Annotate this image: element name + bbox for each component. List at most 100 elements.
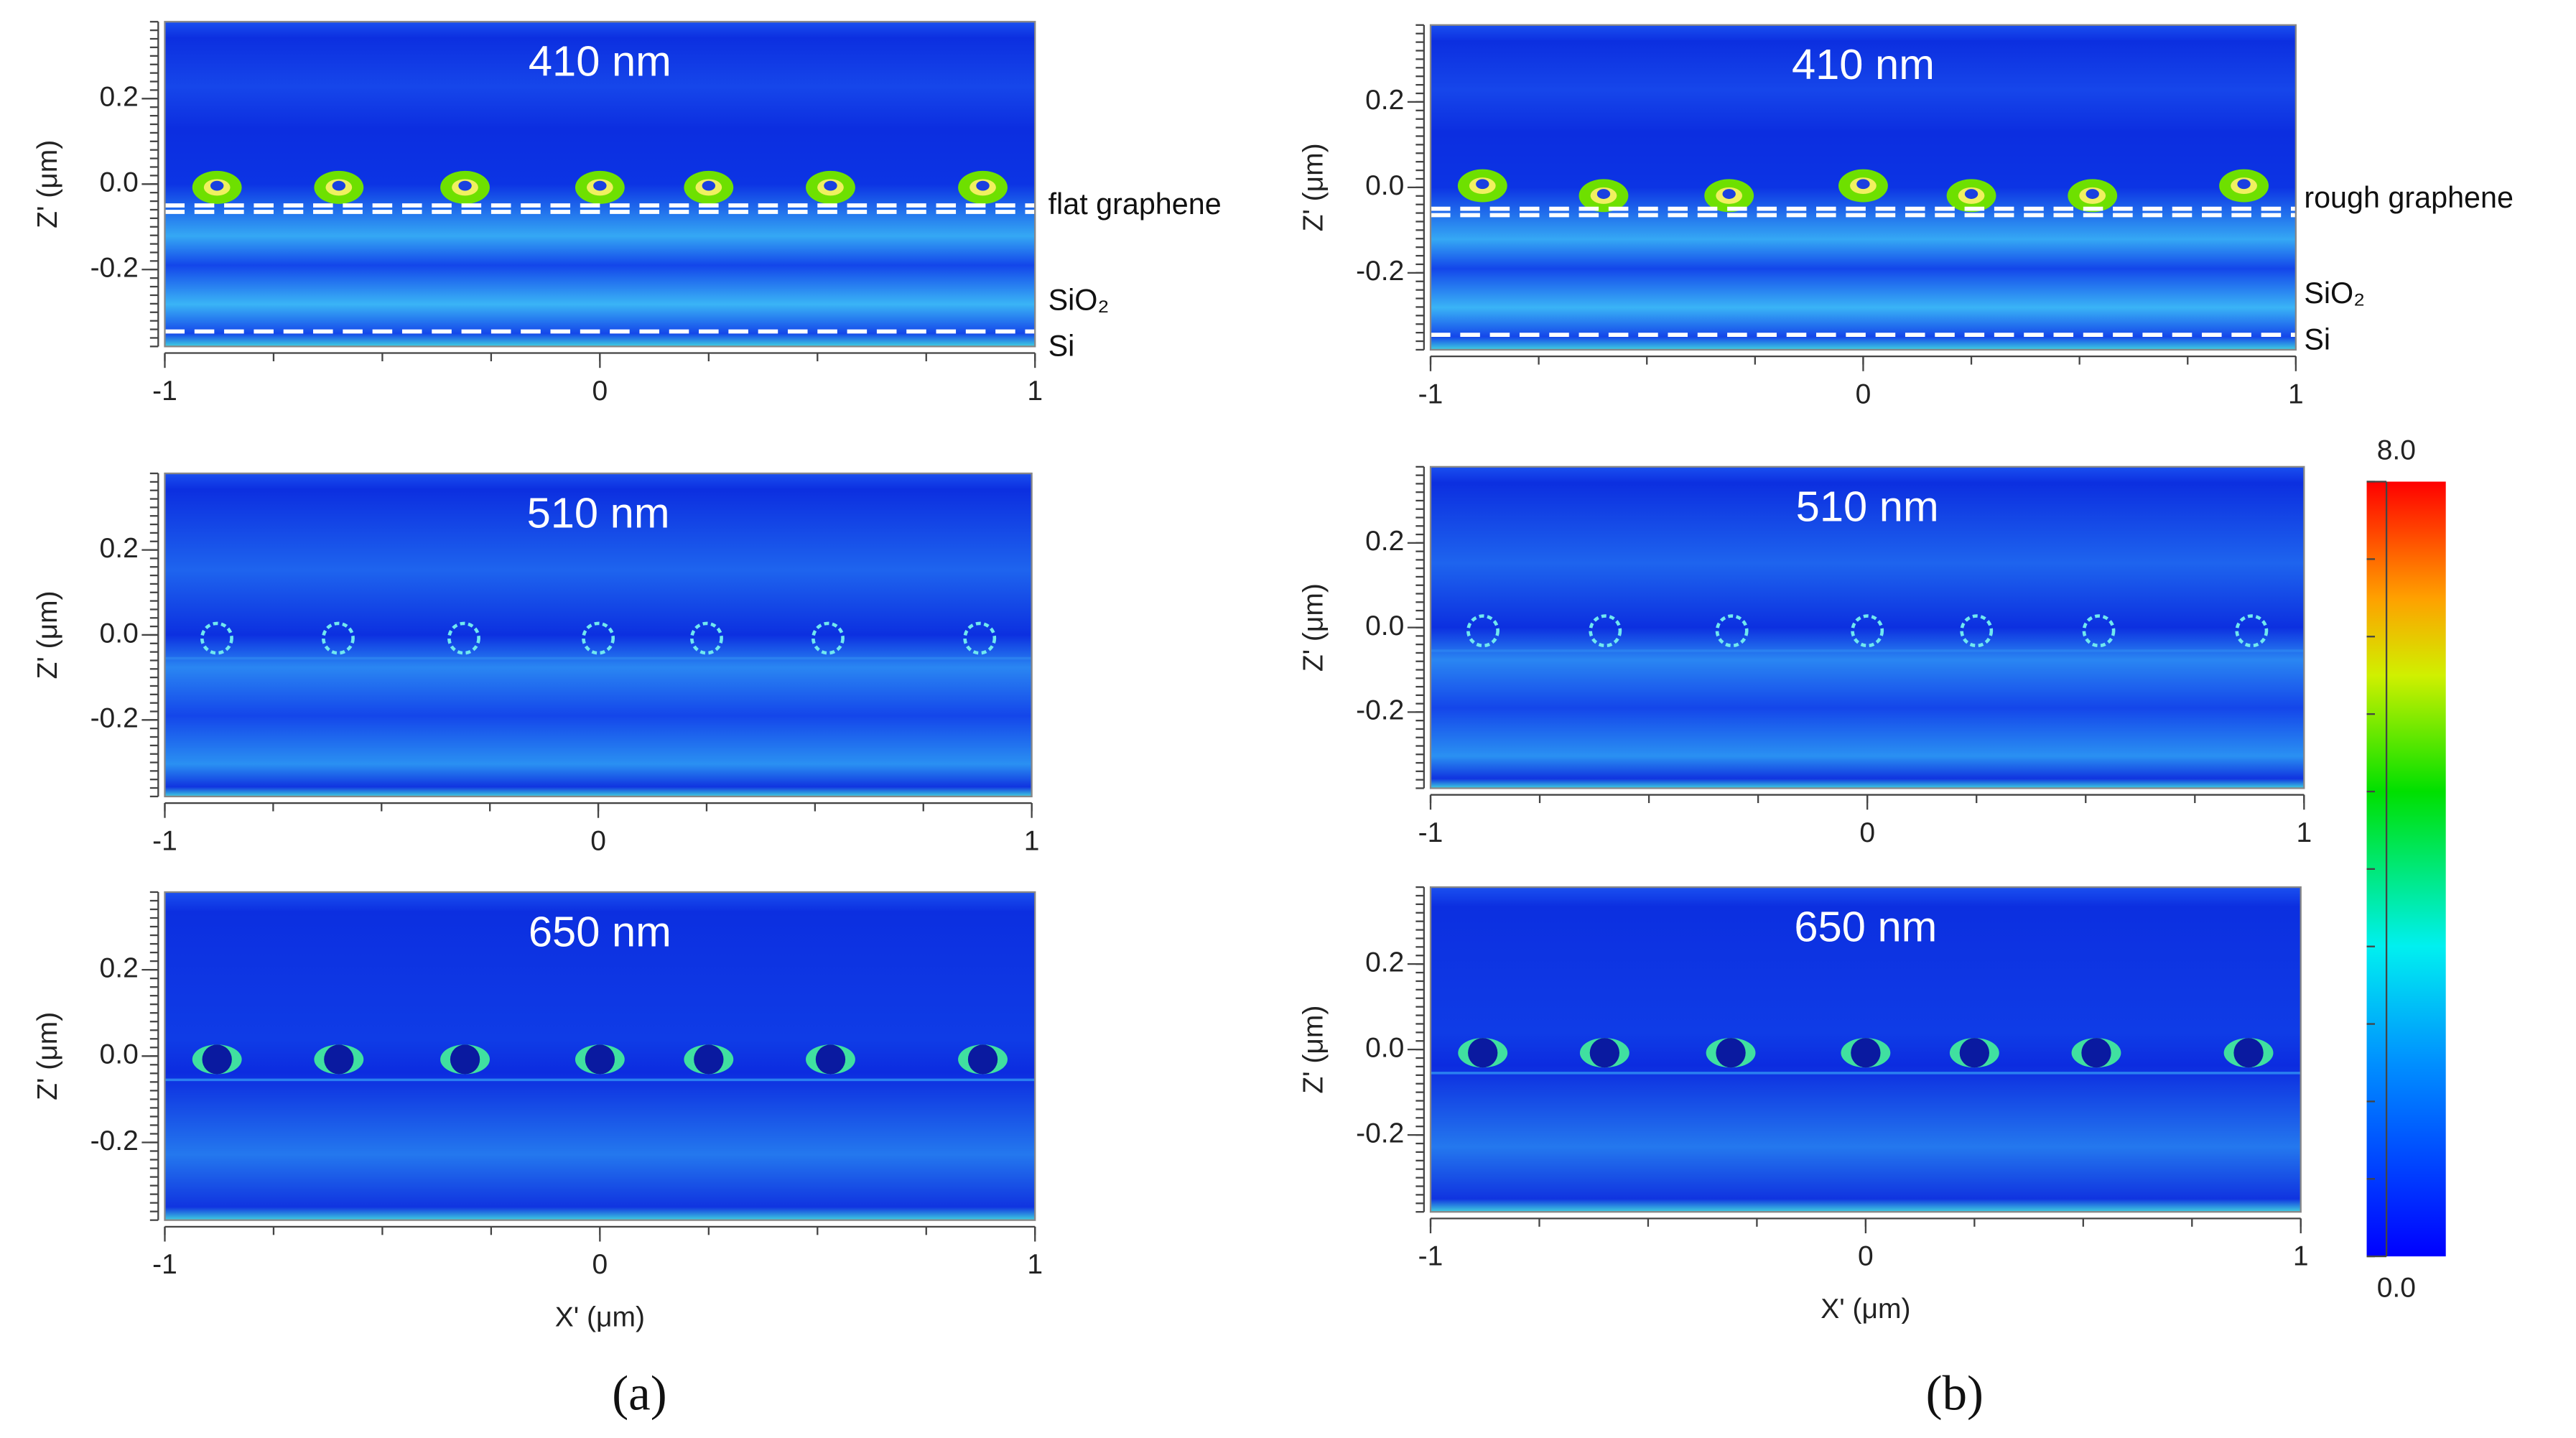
annotation: flat graphene [1048,187,1222,221]
field-map [1431,466,2305,789]
x-tick-label: 0 [592,1249,608,1280]
annotation: rough graphene [2304,181,2514,214]
x-tick-label: 0 [592,376,608,407]
y-tick-label: 0.2 [100,533,139,564]
annotation: Si [1048,330,1075,363]
particle [332,180,346,191]
particle [1716,1038,1746,1068]
particle [1959,1038,1989,1068]
particle [1589,614,1622,648]
panel-title: 410 nm [1792,40,1935,88]
plot-frame [164,21,1036,348]
panel-title: 510 nm [527,488,670,537]
x-tick-label: 0 [1856,379,1871,410]
plot-frame [1429,886,2302,1213]
particle [967,1044,998,1075]
particle [824,180,837,191]
particle [1851,614,1884,648]
colorbar-tick-label: 0.0 [2377,1272,2416,1303]
particle [812,621,845,655]
x-tick-label: 1 [1027,376,1043,407]
x-tick-label: 1 [2288,379,2304,410]
particle [582,621,615,655]
particle [202,1044,232,1075]
x-tick-label: -1 [1418,379,1443,410]
y-tick-label: 0.0 [100,618,139,649]
y-tick-label: 0.2 [1365,947,1404,978]
x-tick-label: 1 [1024,825,1040,856]
y-tick-label: 0.2 [100,952,139,983]
x-tick-label: -1 [1418,1241,1443,1272]
y-tick-label: -0.2 [1356,256,1404,287]
particle [2233,1038,2264,1068]
x-tick-label: 0 [590,825,606,856]
particle [200,621,233,655]
panel-label: (b) [1926,1365,1984,1420]
y-tick-label: -0.2 [1356,1118,1404,1149]
particle [976,180,990,191]
particle [2082,614,2116,648]
y-tick-label: 0.2 [100,82,139,113]
y-axis-label: Z' (μm) [32,590,63,679]
particle [2235,614,2269,648]
annotation: Si [2304,323,2330,356]
colorbar-tick-label: 8.0 [2377,435,2416,466]
y-tick-label: 0.0 [100,167,139,198]
particle [1715,614,1749,648]
y-tick-label: 0.2 [1365,85,1404,116]
plot-frame [1429,24,2297,351]
panel-label: (a) [612,1365,666,1420]
y-tick-label: 0.0 [1365,1032,1404,1063]
y-tick-label: 0.0 [1365,611,1404,641]
particle [2086,189,2099,199]
x-tick-label: -1 [152,1249,177,1280]
y-tick-label: -0.2 [90,1126,139,1156]
particle [1476,179,1489,190]
plot-frame [164,891,1036,1221]
x-tick-label: -1 [152,825,177,856]
particle [2081,1038,2111,1068]
particle [585,1044,615,1075]
panel-title: 410 nm [529,37,671,85]
particle [690,621,723,655]
y-tick-label: 0.0 [1365,170,1404,201]
y-tick-label: -0.2 [1356,695,1404,726]
x-tick-label: 1 [2296,817,2312,848]
particle [702,180,716,191]
x-tick-label: 0 [1858,1241,1874,1272]
y-axis-label: Z' (μm) [1298,143,1329,231]
particle [2237,179,2251,190]
plot-frame [1429,465,2305,789]
panel-title: 510 nm [1796,482,1939,530]
particle [321,621,355,655]
annotation: SiO₂ [1048,283,1110,316]
particle [1722,189,1736,199]
x-tick-label: 1 [1027,1249,1043,1280]
panel-title: 650 nm [529,907,671,955]
y-tick-label: 0.2 [1365,526,1404,557]
panel-title: 650 nm [1794,903,1937,951]
y-tick-label: 0.0 [100,1039,139,1070]
y-tick-label: -0.2 [90,253,139,284]
particle [447,621,480,655]
y-axis-label: Z' (μm) [1298,1006,1329,1094]
particle [1466,614,1499,648]
annotation: SiO₂ [2304,277,2365,310]
particle [694,1044,724,1075]
y-axis-label: Z' (μm) [32,1012,63,1100]
particle [1851,1038,1881,1068]
particle [458,180,472,191]
field-map [164,473,1032,797]
particle [1856,179,1870,190]
particle [210,180,224,191]
x-tick-label: 0 [1859,817,1875,848]
particle [963,621,997,655]
x-tick-label: -1 [152,376,177,407]
x-axis-label: X' (μm) [1821,1294,1910,1325]
particle [324,1044,354,1075]
particle [1468,1038,1498,1068]
colorbar [2366,481,2446,1257]
particle [815,1044,846,1075]
plot-frame [164,472,1033,798]
